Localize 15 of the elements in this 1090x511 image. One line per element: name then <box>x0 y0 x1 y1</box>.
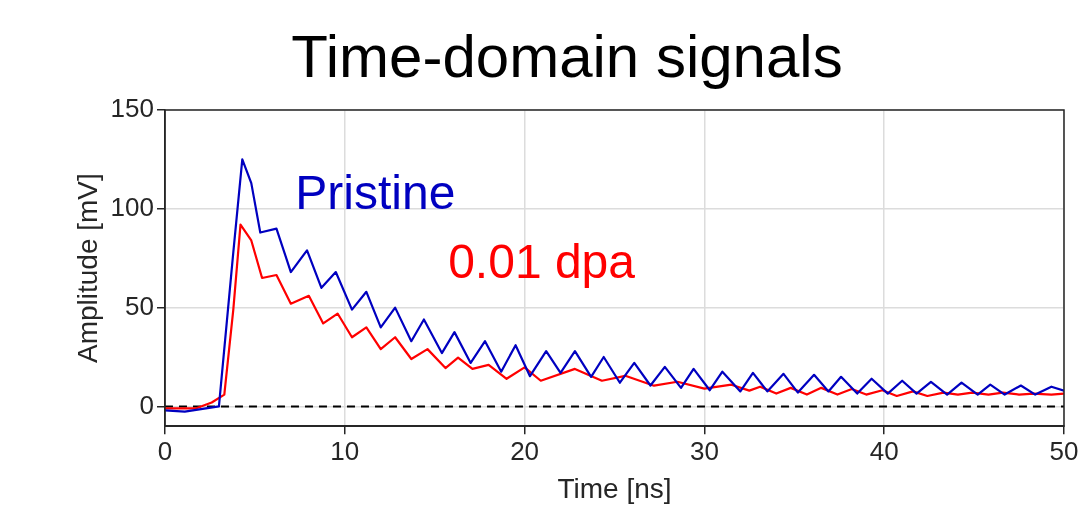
x-tick-label: 0 <box>157 435 173 466</box>
x-tick-label: 10 <box>330 435 360 466</box>
x-tick-label: 20 <box>510 435 540 466</box>
x-tick-label: 50 <box>1049 435 1079 466</box>
series-label: 0.01 dpa <box>448 235 636 289</box>
y-tick-label: 150 <box>110 93 154 124</box>
chart-title: Time-domain signals <box>291 22 843 90</box>
x-tick-label: 40 <box>869 435 899 466</box>
y-tick-label: 50 <box>125 290 154 321</box>
series-label: Pristine <box>295 165 456 219</box>
x-axis-title: Time [ns] <box>557 472 672 504</box>
y-axis-title: Amplitude [mV] <box>71 173 103 364</box>
y-tick-label: 100 <box>110 191 154 222</box>
y-tick-label: 0 <box>139 389 154 420</box>
x-tick-label: 30 <box>689 435 719 466</box>
